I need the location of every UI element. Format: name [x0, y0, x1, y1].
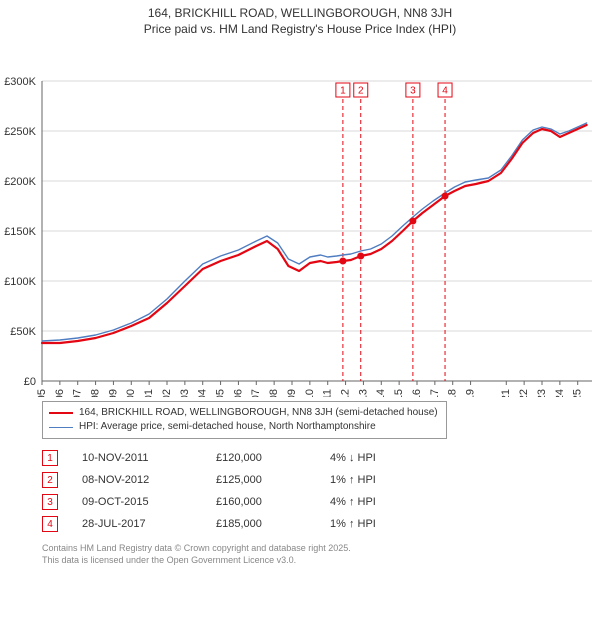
transaction-marker: 2: [42, 472, 58, 488]
legend-label: 164, BRICKHILL ROAD, WELLINGBOROUGH, NN8…: [79, 406, 438, 420]
footer-attribution: Contains HM Land Registry data © Crown c…: [42, 543, 600, 566]
svg-text:2007: 2007: [250, 389, 262, 397]
transaction-delta: 4% ↑ HPI: [330, 496, 440, 508]
svg-text:2009: 2009: [286, 389, 298, 397]
svg-text:2021: 2021: [500, 389, 512, 397]
svg-text:2014: 2014: [375, 389, 387, 397]
svg-text:2010: 2010: [304, 389, 316, 397]
svg-text:1998: 1998: [89, 389, 101, 397]
svg-text:2017: 2017: [429, 389, 441, 397]
svg-text:2005: 2005: [214, 389, 226, 397]
transaction-date: 09-OCT-2015: [82, 496, 192, 508]
svg-text:1997: 1997: [72, 389, 84, 397]
legend-row: 164, BRICKHILL ROAD, WELLINGBOROUGH, NN8…: [49, 406, 438, 420]
table-row: 4 28-JUL-2017 £185,000 1% ↑ HPI: [42, 513, 600, 535]
svg-text:2002: 2002: [161, 389, 173, 397]
table-row: 3 09-OCT-2015 £160,000 4% ↑ HPI: [42, 491, 600, 513]
transaction-price: £185,000: [216, 518, 306, 530]
svg-text:£250K: £250K: [4, 126, 36, 138]
transaction-date: 10-NOV-2011: [82, 452, 192, 464]
svg-text:£50K: £50K: [10, 326, 36, 338]
svg-text:£200K: £200K: [4, 176, 36, 188]
svg-text:2006: 2006: [232, 389, 244, 397]
titles: 164, BRICKHILL ROAD, WELLINGBOROUGH, NN8…: [0, 0, 600, 37]
svg-text:2001: 2001: [143, 389, 155, 397]
svg-text:2015: 2015: [393, 389, 405, 397]
transaction-price: £120,000: [216, 452, 306, 464]
line-chart: £0 £50K £100K £150K £200K £250K £300K 1995 1996 1…: [0, 37, 600, 397]
transaction-date: 28-JUL-2017: [82, 518, 192, 530]
transaction-date: 08-NOV-2012: [82, 474, 192, 486]
footer-line: This data is licensed under the Open Gov…: [42, 555, 600, 567]
chart-title: 164, BRICKHILL ROAD, WELLINGBOROUGH, NN8…: [0, 6, 600, 22]
svg-text:2022: 2022: [518, 389, 530, 397]
legend-swatch: [49, 427, 73, 428]
transaction-price: £125,000: [216, 474, 306, 486]
svg-text:2013: 2013: [357, 389, 369, 397]
transaction-marker: 1: [42, 450, 58, 466]
legend: 164, BRICKHILL ROAD, WELLINGBOROUGH, NN8…: [42, 401, 447, 439]
svg-text:1999: 1999: [107, 389, 119, 397]
svg-text:1996: 1996: [54, 389, 66, 397]
legend-row: HPI: Average price, semi-detached house,…: [49, 420, 438, 434]
transaction-delta: 1% ↑ HPI: [330, 474, 440, 486]
svg-text:£100K: £100K: [4, 276, 36, 288]
svg-text:2004: 2004: [197, 389, 209, 397]
transaction-marker: 4: [42, 516, 58, 532]
svg-text:2000: 2000: [125, 389, 137, 397]
table-row: 2 08-NOV-2012 £125,000 1% ↑ HPI: [42, 469, 600, 491]
table-row: 1 10-NOV-2011 £120,000 4% ↓ HPI: [42, 447, 600, 469]
svg-text:£0: £0: [24, 376, 36, 388]
transaction-price: £160,000: [216, 496, 306, 508]
transactions-table: 1 10-NOV-2011 £120,000 4% ↓ HPI 2 08-NOV-2012…: [42, 447, 600, 535]
svg-text:2012: 2012: [339, 389, 351, 397]
svg-text:1: 1: [340, 86, 346, 97]
transaction-marker: 3: [42, 494, 58, 510]
svg-text:2019: 2019: [464, 389, 476, 397]
transaction-delta: 4% ↓ HPI: [330, 452, 440, 464]
footer-line: Contains HM Land Registry data © Crown c…: [42, 543, 600, 555]
transaction-delta: 1% ↑ HPI: [330, 518, 440, 530]
svg-text:4: 4: [442, 86, 448, 97]
svg-text:2: 2: [358, 86, 364, 97]
page: 164, BRICKHILL ROAD, WELLINGBOROUGH, NN8…: [0, 0, 600, 620]
svg-text:2016: 2016: [411, 389, 423, 397]
svg-text:£300K: £300K: [4, 76, 36, 88]
legend-label: HPI: Average price, semi-detached house,…: [79, 420, 376, 434]
svg-text:1995: 1995: [36, 389, 48, 397]
chart-subtitle: Price paid vs. HM Land Registry's House …: [0, 22, 600, 38]
svg-text:2003: 2003: [179, 389, 191, 397]
svg-text:2025: 2025: [572, 389, 584, 397]
svg-text:2008: 2008: [268, 389, 280, 397]
svg-text:2018: 2018: [447, 389, 459, 397]
legend-swatch: [49, 412, 73, 414]
svg-text:£150K: £150K: [4, 226, 36, 238]
svg-text:2011: 2011: [322, 389, 334, 397]
svg-text:2024: 2024: [554, 389, 566, 397]
svg-text:3: 3: [410, 86, 416, 97]
svg-text:2023: 2023: [536, 389, 548, 397]
chart-area: £0 £50K £100K £150K £200K £250K £300K 1995 1996 1…: [0, 37, 600, 397]
